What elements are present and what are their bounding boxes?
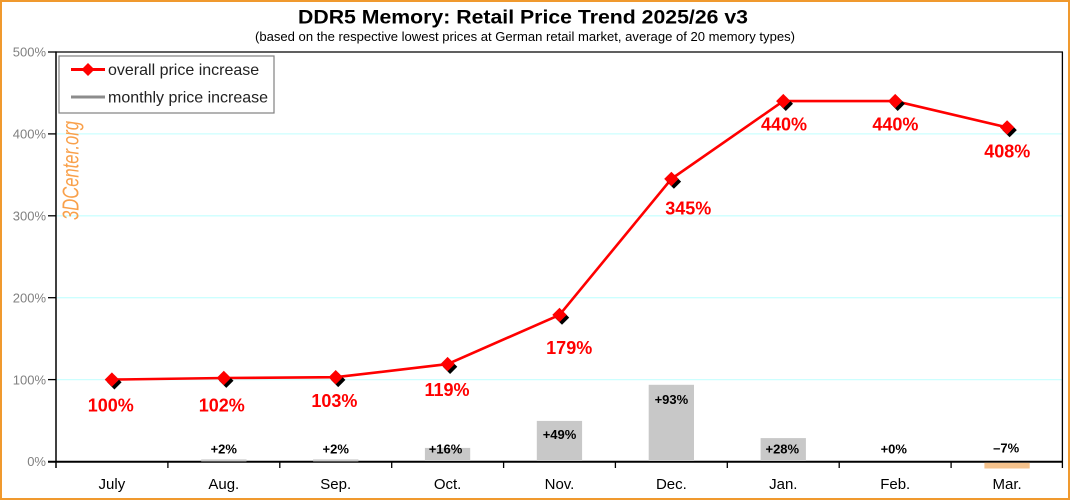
- svg-text:440%: 440%: [761, 115, 807, 135]
- svg-text:300%: 300%: [13, 209, 47, 224]
- svg-text:400%: 400%: [13, 127, 47, 142]
- svg-text:+93%: +93%: [655, 392, 689, 407]
- svg-text:+49%: +49%: [543, 427, 577, 442]
- svg-text:+2%: +2%: [323, 442, 350, 457]
- svg-text:0%: 0%: [27, 454, 46, 469]
- svg-text:100%: 100%: [88, 396, 134, 416]
- svg-text:Nov.: Nov.: [545, 476, 575, 493]
- svg-text:July: July: [99, 476, 126, 493]
- svg-text:+0%: +0%: [881, 442, 908, 457]
- svg-text:408%: 408%: [984, 142, 1030, 162]
- svg-text:102%: 102%: [199, 396, 245, 416]
- svg-text:DDR5 Memory: Retail Price Tren: DDR5 Memory: Retail Price Trend 2025/26 …: [298, 7, 748, 29]
- svg-text:Oct.: Oct.: [434, 476, 462, 493]
- svg-text:Sep.: Sep.: [320, 476, 351, 493]
- svg-text:+16%: +16%: [429, 442, 463, 457]
- svg-text:100%: 100%: [13, 372, 47, 387]
- svg-text:Jan.: Jan.: [769, 476, 797, 493]
- svg-text:–7%: –7%: [993, 441, 1019, 456]
- svg-text:monthly price increase: monthly price increase: [108, 89, 268, 106]
- svg-text:Feb.: Feb.: [880, 476, 910, 493]
- svg-text:overall price increase: overall price increase: [108, 62, 259, 79]
- svg-text:(based on the respective lowes: (based on the respective lowest prices a…: [255, 29, 795, 44]
- svg-text:Aug.: Aug.: [208, 476, 239, 493]
- svg-text:+28%: +28%: [765, 442, 799, 457]
- svg-text:179%: 179%: [546, 338, 592, 358]
- svg-text:345%: 345%: [665, 199, 711, 219]
- svg-text:200%: 200%: [13, 290, 47, 305]
- svg-text:500%: 500%: [13, 45, 47, 60]
- svg-text:119%: 119%: [424, 380, 469, 400]
- svg-text:Dec.: Dec.: [656, 476, 687, 493]
- svg-text:Mar.: Mar.: [993, 476, 1022, 493]
- svg-text:440%: 440%: [872, 115, 918, 135]
- svg-text:103%: 103%: [311, 391, 357, 411]
- svg-text:+2%: +2%: [211, 442, 238, 457]
- svg-text:3DCenter.org: 3DCenter.org: [58, 121, 84, 220]
